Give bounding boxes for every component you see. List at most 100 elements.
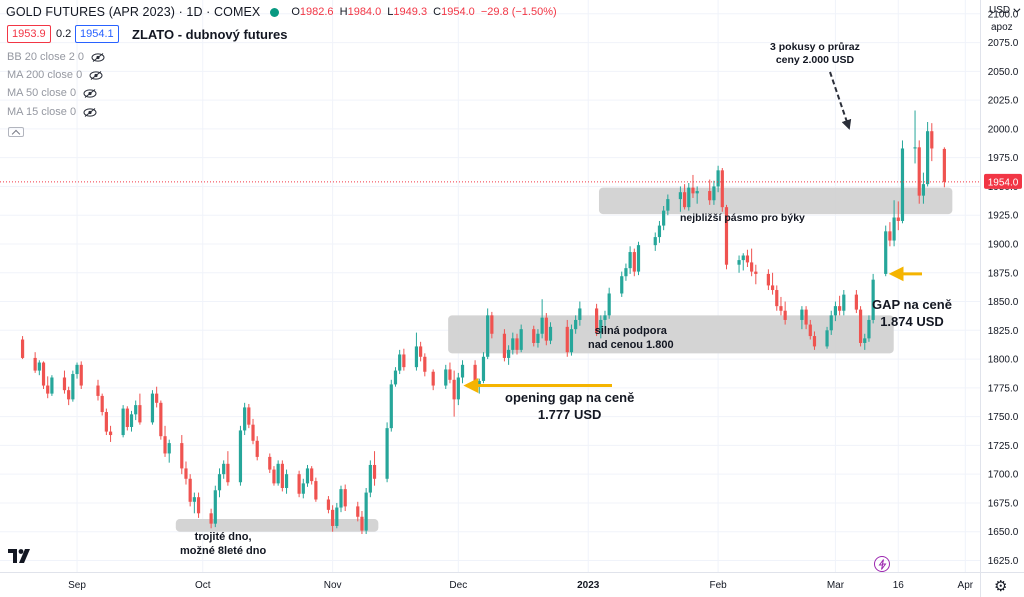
candle-body — [79, 364, 83, 386]
candle-body — [402, 354, 406, 368]
candle-body — [167, 443, 171, 454]
candle-body — [913, 147, 917, 149]
buy-price-button[interactable]: 1954.1 — [75, 25, 119, 43]
price-tick-label: 1975.0 — [988, 153, 1019, 164]
candle-body — [595, 308, 599, 333]
price-tick-label: 1675.0 — [988, 498, 1019, 509]
settings-gear-icon[interactable]: ⚙ — [994, 578, 1008, 595]
candle-body — [745, 255, 750, 263]
candle-body — [251, 424, 255, 441]
candle-body — [71, 374, 75, 400]
candle-body — [452, 379, 456, 400]
attempts-arrow — [829, 71, 852, 130]
candle-body — [532, 329, 536, 343]
candle-body — [632, 252, 636, 272]
annotation-triple-bottom: trojité dno, možné 8leté dno — [180, 531, 267, 557]
candle-body — [502, 333, 507, 358]
change-value: −29.8 (−1.50%) — [480, 6, 557, 18]
candle-body — [372, 464, 377, 479]
indicator-ma15[interactable]: MA 15 close 0 — [7, 106, 97, 118]
eye-slash-icon[interactable] — [91, 52, 105, 62]
candle-body — [921, 184, 926, 196]
candle-body — [812, 336, 817, 347]
candle-body — [301, 483, 305, 494]
candle-body — [297, 474, 301, 494]
candle-body — [444, 369, 448, 386]
symbol-title[interactable]: GOLD FUTURES (APR 2023) · 1D · COMEX — [6, 5, 261, 19]
candle-body — [121, 408, 125, 436]
candle-body — [217, 474, 222, 491]
candle-body — [569, 329, 574, 353]
eye-slash-icon[interactable] — [83, 107, 97, 117]
time-tick-label: 2023 — [577, 580, 600, 591]
currency-selector[interactable]: USD — [989, 5, 1018, 16]
candle-body — [708, 191, 712, 201]
candle-body — [125, 408, 129, 427]
indicator-ma200[interactable]: MA 200 close 0 — [7, 69, 103, 81]
zone-rect — [175, 519, 379, 532]
candle-body — [398, 354, 402, 371]
indicator-ma50[interactable]: MA 50 close 0 — [7, 87, 97, 99]
lightning-icon[interactable] — [874, 556, 890, 572]
collapse-legend-button[interactable] — [8, 127, 24, 137]
candle-body — [871, 279, 875, 320]
candle-body — [833, 306, 838, 316]
sell-price-button[interactable]: 1953.9 — [7, 25, 51, 43]
candle-body — [134, 405, 138, 415]
candle-body — [486, 315, 490, 357]
time-tick-label: Sep — [68, 580, 86, 591]
candle-body — [448, 369, 452, 380]
candle-body — [150, 393, 155, 423]
candle-body — [775, 290, 779, 307]
annotation-attempts: 3 pokusy o průraz ceny 2.000 USD — [770, 41, 860, 66]
eye-slash-icon[interactable] — [89, 70, 103, 80]
candle-body — [180, 443, 184, 469]
grid — [0, 0, 980, 572]
candle-body — [607, 293, 611, 316]
candle-body — [515, 338, 519, 350]
candle-body — [628, 252, 632, 269]
candle-body — [414, 346, 419, 368]
candle-body — [565, 326, 569, 353]
candle-body — [188, 478, 192, 502]
candle-body — [226, 463, 230, 483]
candle-body — [867, 319, 871, 339]
candle-body — [666, 199, 670, 211]
price-tick-label: 2000.0 — [988, 124, 1019, 135]
eye-slash-icon[interactable] — [83, 88, 97, 98]
candle-body — [829, 315, 833, 331]
time-tick-label: Oct — [195, 580, 211, 591]
candle-body — [477, 380, 481, 387]
indicator-bb[interactable]: BB 20 close 2 0 — [7, 51, 105, 63]
candle-body — [548, 326, 553, 341]
candle-body — [456, 377, 460, 400]
candle-body — [507, 349, 511, 358]
candle-body — [490, 315, 494, 334]
candle-body — [770, 285, 775, 291]
candle-body — [385, 428, 389, 479]
auto-scale-label[interactable]: apoz — [991, 22, 1013, 33]
candle-body — [574, 319, 578, 330]
candle-body — [854, 294, 858, 310]
candle-body — [653, 237, 657, 246]
candle-body — [305, 468, 310, 484]
price-tick-label: 2025.0 — [988, 96, 1019, 107]
candle-body — [276, 463, 280, 484]
candle-body — [247, 407, 251, 425]
candle-body — [691, 187, 695, 194]
candle-body — [163, 436, 167, 454]
candle-body — [192, 497, 196, 502]
candle-body — [481, 356, 486, 381]
close-value: 1954.0 — [441, 6, 475, 18]
candle-body — [678, 192, 682, 200]
candle-body — [50, 377, 54, 394]
candle-body — [662, 210, 666, 226]
tradingview-logo-icon[interactable] — [8, 549, 34, 563]
candle-body — [364, 492, 368, 531]
candle-body — [473, 364, 477, 387]
candle-body — [368, 464, 372, 493]
candle-body — [393, 370, 398, 385]
time-tick-label: Mar — [827, 580, 845, 591]
candle-body — [942, 148, 946, 182]
